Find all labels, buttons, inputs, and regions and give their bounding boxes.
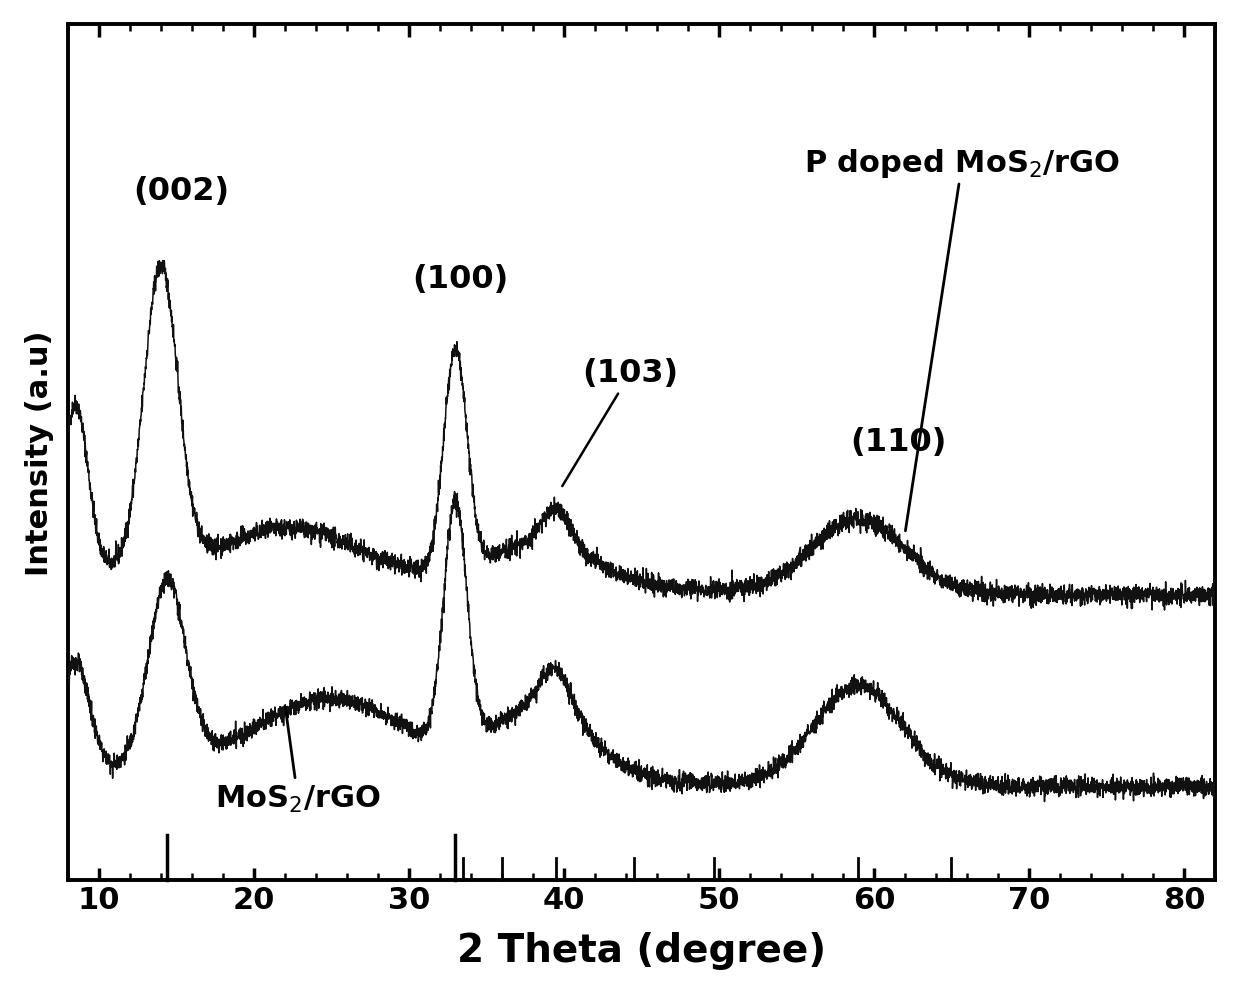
Text: (110): (110)	[851, 426, 947, 457]
Text: (103): (103)	[562, 358, 678, 487]
Text: MoS$_2$/rGO: MoS$_2$/rGO	[216, 708, 381, 814]
X-axis label: 2 Theta (degree): 2 Theta (degree)	[456, 931, 826, 969]
Text: (002): (002)	[133, 176, 229, 207]
Text: (100): (100)	[412, 264, 508, 295]
Text: P doped MoS$_2$/rGO: P doped MoS$_2$/rGO	[805, 146, 1121, 531]
Y-axis label: Intensity (a.u): Intensity (a.u)	[25, 330, 55, 576]
